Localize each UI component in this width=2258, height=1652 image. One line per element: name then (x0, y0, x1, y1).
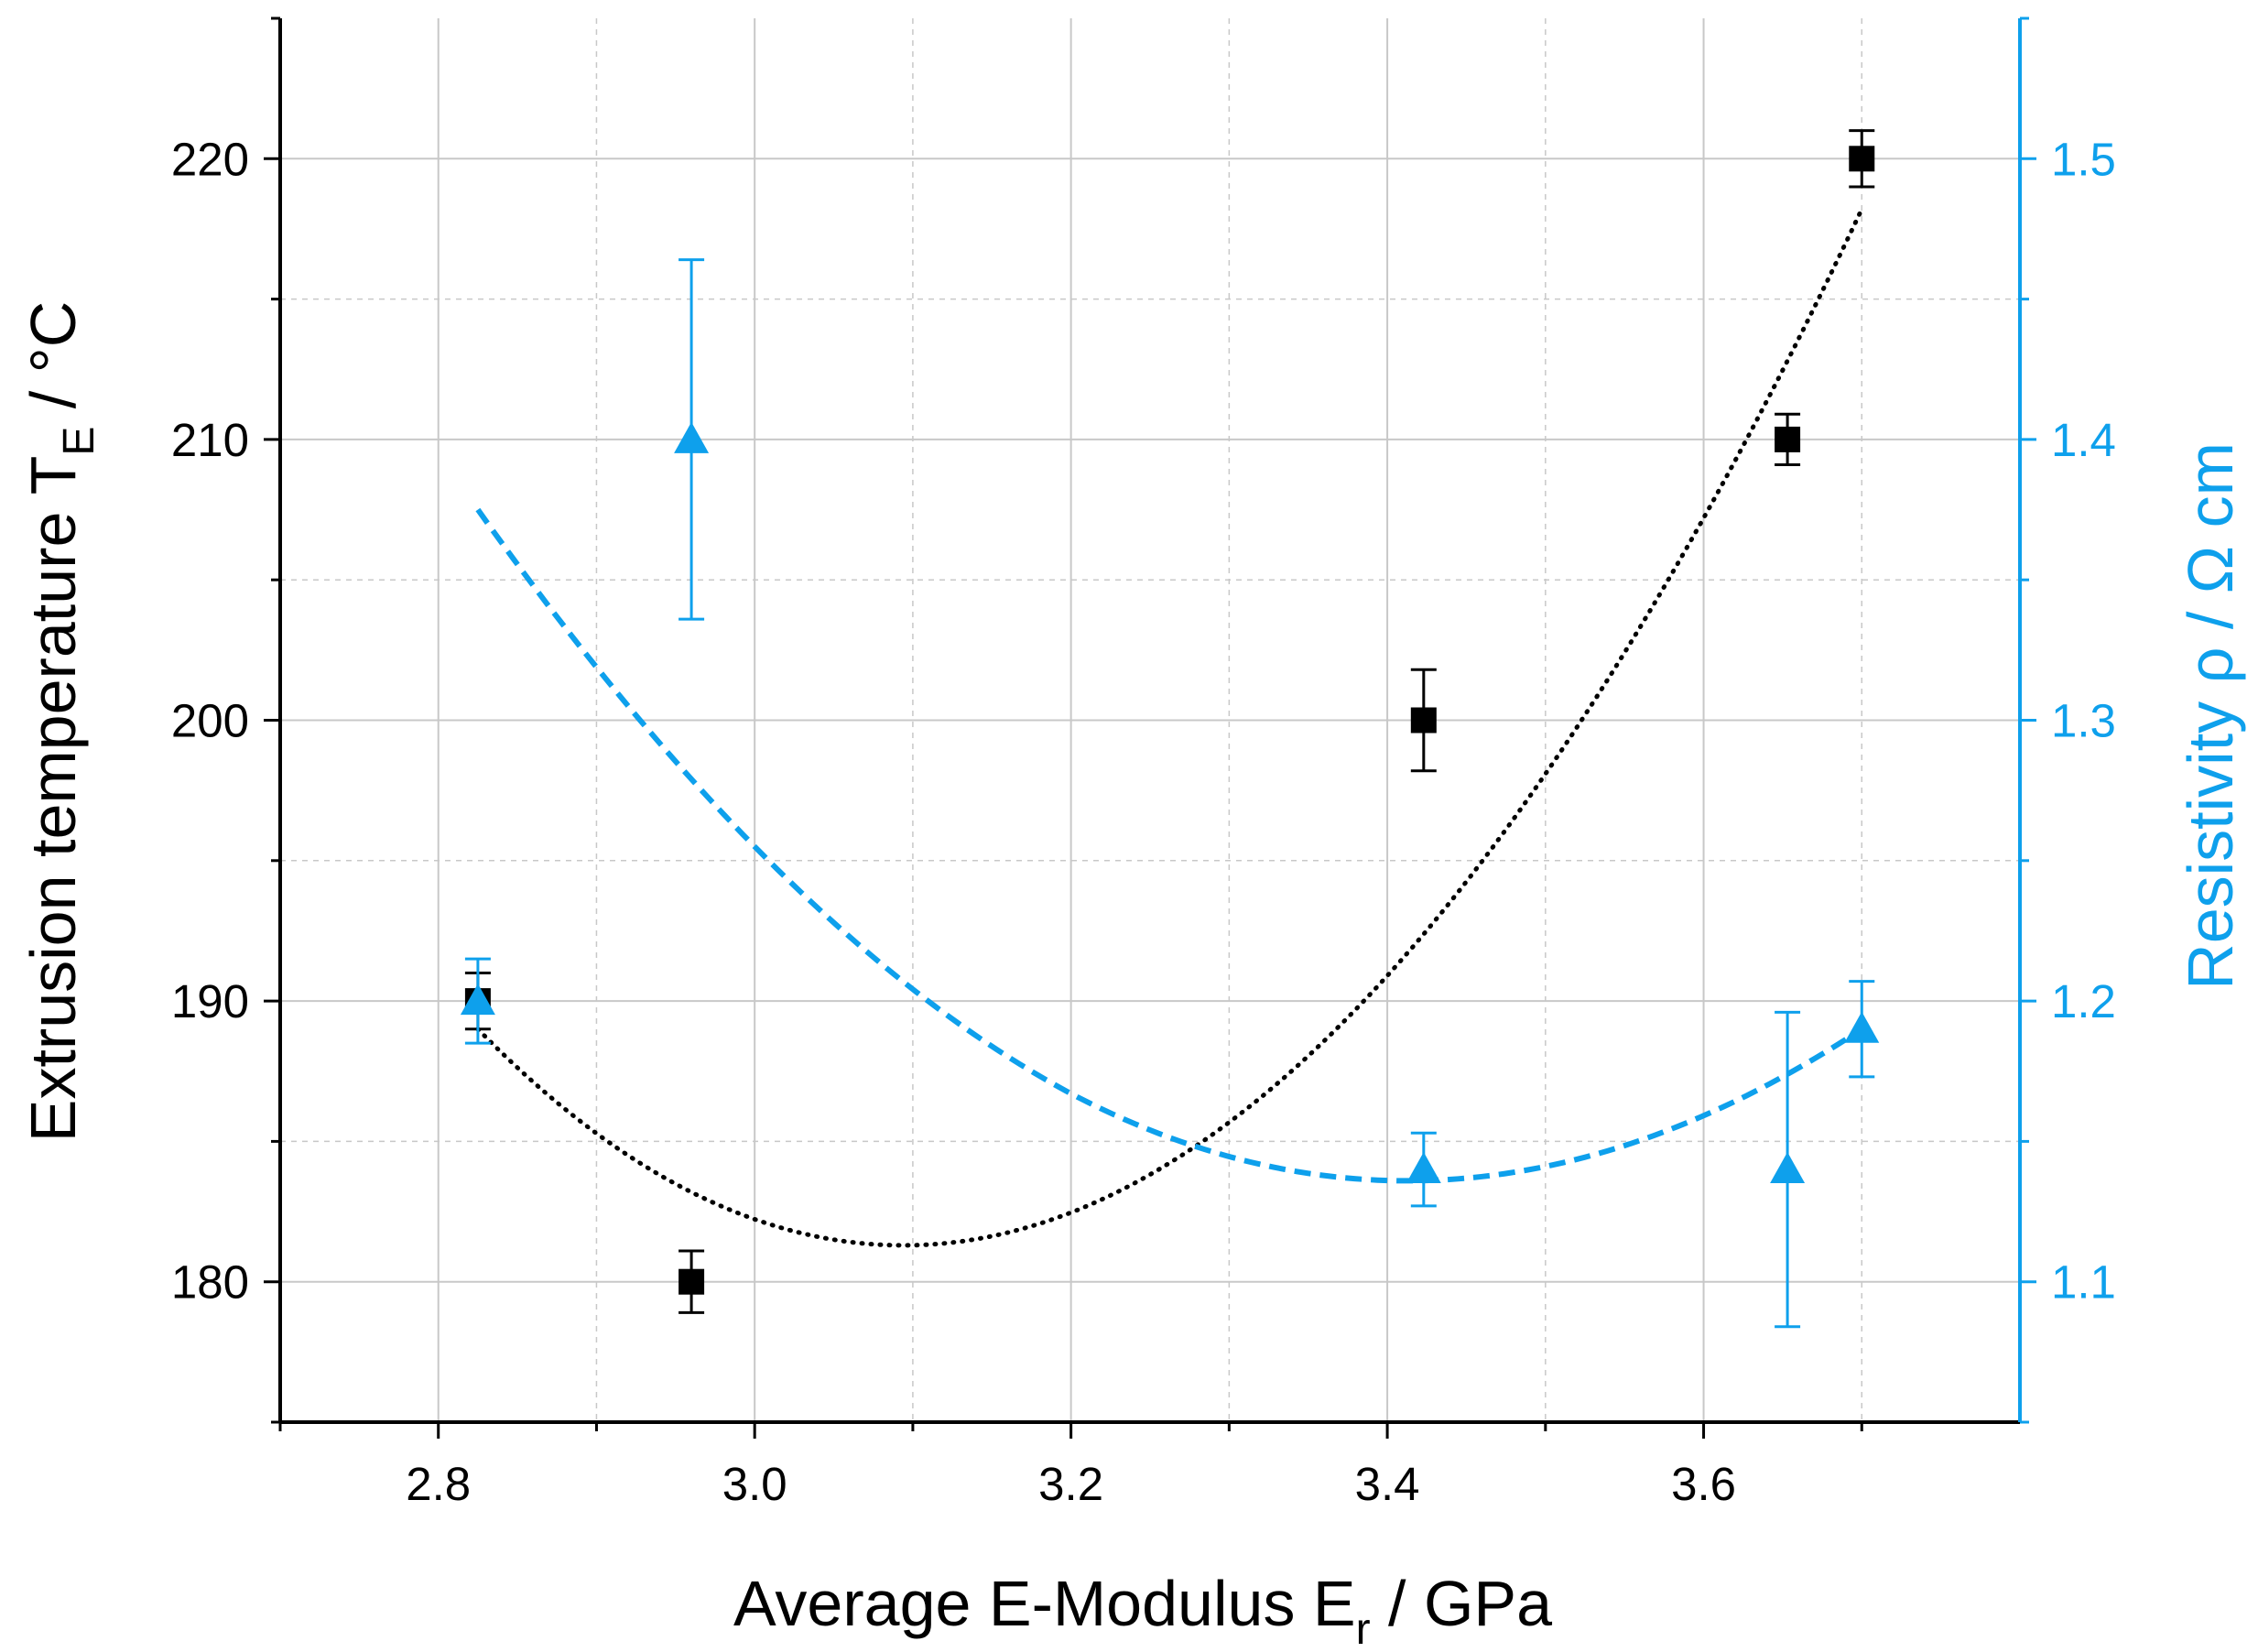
marker-resistivity (1770, 1152, 1806, 1184)
y-tick-label-left: 220 (171, 133, 249, 185)
x-axis-title: Average E-Modulus Er / GPa (733, 1568, 1552, 1652)
y-tick-label-right: 1.5 (2051, 133, 2116, 185)
tick-labels: 2.8 3.0 3.2 3.4 3.6 180 190 200 210 220 1.1 1.2 1.3 1… (171, 133, 2116, 1510)
marker-resistivity (1844, 1011, 1880, 1043)
y-tick-label-left: 180 (171, 1256, 249, 1309)
x-tick-label: 3.0 (722, 1458, 787, 1510)
x-tick-label: 3.2 (1038, 1458, 1103, 1510)
data-markers (460, 146, 1880, 1295)
y-tick-label-right: 1.4 (2051, 414, 2116, 466)
y-axis-title-right: Resistivity ρ / Ω cm (2175, 442, 2246, 990)
marker-temperature (678, 1268, 705, 1295)
x-tick-label: 3.4 (1355, 1458, 1420, 1510)
x-tick-label: 2.8 (406, 1458, 471, 1510)
fit-curve-resistivity (475, 507, 1863, 1184)
marker-temperature (1849, 146, 1875, 172)
marker-resistivity (674, 421, 710, 453)
marker-temperature (1775, 426, 1801, 452)
x-tick-label: 3.6 (1671, 1458, 1736, 1510)
marker-temperature (1410, 707, 1437, 734)
y-tick-label-right: 1.1 (2051, 1256, 2116, 1309)
y-tick-label-left: 210 (171, 414, 249, 466)
axes (264, 16, 2036, 1439)
y-axis-title-left: Extrusion temperature TE / °C (17, 301, 103, 1143)
fit-curve-temperature (475, 206, 1864, 1248)
y-tick-label-right: 1.3 (2051, 695, 2116, 747)
grid-lines (280, 18, 2020, 1422)
y-tick-label-right: 1.2 (2051, 975, 2116, 1027)
y-tick-label-left: 190 (171, 975, 249, 1027)
fit-curves (475, 206, 1864, 1248)
marker-resistivity (1406, 1152, 1441, 1184)
y-tick-label-left: 200 (171, 695, 249, 747)
error-bars (464, 129, 1875, 1329)
marker-resistivity (460, 984, 495, 1016)
